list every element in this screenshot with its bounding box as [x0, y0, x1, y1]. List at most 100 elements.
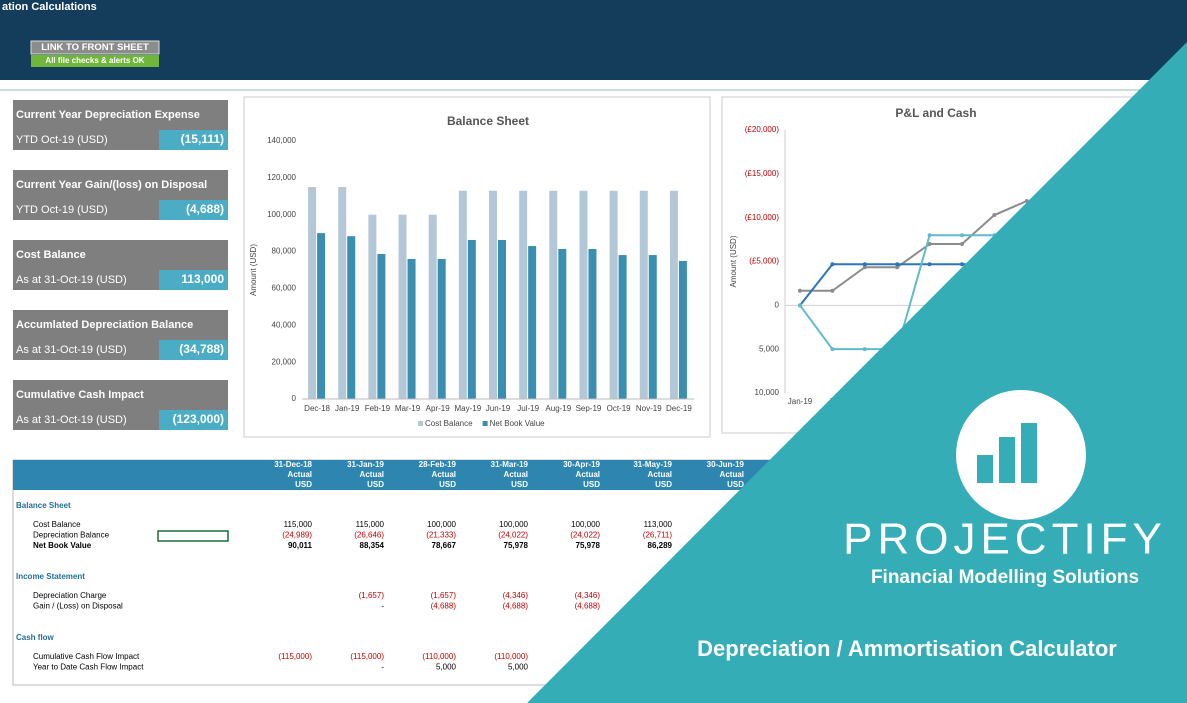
bar	[648, 255, 657, 399]
column-header: Actual	[648, 470, 672, 479]
bar	[377, 254, 386, 399]
bar	[618, 255, 627, 399]
row-label: Cumulative Cash Flow Impact	[33, 652, 140, 661]
table-cell: -	[381, 602, 384, 611]
x-tick-label: Dec-19	[666, 404, 692, 413]
line-point	[830, 262, 835, 267]
row-label: Net Book Value	[33, 541, 92, 550]
line-point	[798, 303, 802, 308]
table-cell: (24,989)	[282, 531, 312, 540]
table-cell: 86,289	[648, 541, 673, 550]
brand-name: PROJECTIFY	[843, 515, 1167, 564]
bar	[678, 260, 687, 399]
card-value: (4,688)	[186, 202, 224, 216]
bar	[317, 233, 326, 399]
line-point	[927, 241, 932, 246]
section-title: Income Statement	[16, 572, 85, 581]
y-tick-label: 140,000	[267, 136, 296, 145]
column-header: Actual	[504, 470, 528, 479]
x-tick-label: Feb-19	[365, 404, 391, 413]
card-value: (34,788)	[179, 342, 224, 356]
table-cell: (26,711)	[643, 531, 673, 540]
y-tick-label: 0	[775, 300, 780, 309]
row-label: Year to Date Cash Flow Impact	[33, 663, 144, 672]
card-title: Cumulative Cash Impact	[16, 389, 144, 401]
x-tick-label: Jun-19	[486, 404, 511, 413]
logo-bar	[999, 437, 1015, 483]
column-header: USD	[655, 480, 672, 489]
line-point	[992, 213, 997, 218]
line-point	[862, 262, 867, 267]
x-tick-label: Apr-19	[426, 404, 451, 413]
x-tick-label: Dec-18	[304, 404, 330, 413]
caption: Depreciation / Ammortisation Calculator	[697, 636, 1117, 661]
x-tick-label: Jul-19	[517, 404, 539, 413]
x-tick-label: Oct-19	[607, 404, 632, 413]
bar	[458, 190, 467, 399]
table-cell: 90,011	[288, 541, 313, 550]
column-header: 31-Mar-19	[491, 460, 529, 469]
chart-title: Balance Sheet	[447, 114, 529, 128]
table-cell: (110,000)	[494, 652, 528, 661]
line-point	[927, 262, 932, 267]
card-subtitle: As at 31-Oct-19 (USD)	[16, 344, 127, 356]
table-cell: 78,667	[432, 541, 457, 550]
column-header: 31-Jan-19	[347, 460, 384, 469]
column-header: USD	[367, 480, 384, 489]
y-tick-label: 20,000	[272, 357, 297, 366]
y-axis-label: Amount (USD)	[729, 235, 738, 287]
card-value: (15,111)	[181, 132, 224, 146]
x-tick-label: Jan-19	[788, 397, 813, 406]
y-tick-label: 5,000	[759, 344, 780, 353]
column-header: USD	[727, 480, 744, 489]
x-tick-label: Jan-19	[335, 404, 360, 413]
bar	[467, 239, 476, 399]
bar	[338, 187, 347, 399]
column-header: 30-Jun-19	[707, 460, 745, 469]
bar	[428, 214, 437, 399]
column-header: Actual	[576, 470, 600, 479]
card-title: Cost Balance	[16, 249, 86, 261]
line-point	[830, 288, 835, 293]
card-value-box	[159, 270, 228, 290]
y-tick-label: (£20,000)	[745, 125, 780, 134]
front-sheet-button-label[interactable]: LINK TO FRONT SHEET	[41, 42, 149, 53]
column-header: 28-Feb-19	[419, 460, 457, 469]
y-tick-label: 80,000	[272, 247, 297, 256]
card-value-box	[159, 340, 228, 360]
bar	[519, 190, 528, 399]
column-header: Actual	[432, 470, 456, 479]
y-tick-label: (£10,000)	[745, 213, 780, 222]
status-text: All file checks & alerts OK	[45, 56, 144, 65]
row-label: Gain / (Loss) on Disposal	[33, 602, 123, 611]
table-cell: 5,000	[436, 663, 457, 672]
y-tick-label: 120,000	[267, 173, 296, 182]
section-title: Cash flow	[16, 633, 55, 642]
bar	[549, 190, 558, 399]
table-cell: (4,688)	[431, 602, 457, 611]
cell-selection[interactable]	[157, 530, 229, 542]
bar	[407, 258, 416, 399]
bar	[489, 190, 497, 399]
section-title: Balance Sheet	[16, 501, 71, 510]
chart-title: P&L and Cash	[895, 106, 976, 120]
front-sheet-button[interactable]	[30, 40, 160, 55]
status-bar	[31, 55, 159, 67]
card-subtitle: As at 31-Oct-19 (USD)	[16, 274, 127, 286]
table-cell: (1,657)	[359, 591, 385, 600]
column-header: 31-May-19	[633, 460, 672, 469]
line-point	[960, 241, 964, 246]
card-title: Current Year Depreciation Expense	[16, 109, 200, 121]
column-header: Actual	[720, 470, 744, 479]
card-title: Accumlated Depreciation Balance	[16, 319, 193, 331]
card-value-box	[159, 410, 228, 430]
header-bar	[0, 0, 1187, 80]
card-subtitle: YTD Oct-19 (USD)	[16, 134, 108, 146]
bar	[437, 258, 446, 399]
line-point	[895, 262, 900, 267]
legend-label: Net Book Value	[490, 419, 546, 428]
bar	[528, 246, 537, 399]
column-header: USD	[583, 480, 600, 489]
table-cell: (4,346)	[503, 591, 529, 600]
logo-bar	[977, 455, 993, 483]
